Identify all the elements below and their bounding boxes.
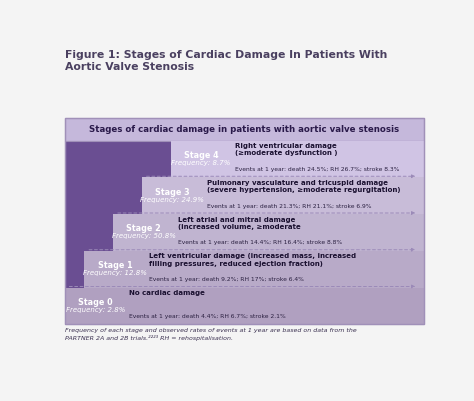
Text: Events at 1 year: death 14.4%; RH 16.4%; stroke 8.8%: Events at 1 year: death 14.4%; RH 16.4%;… <box>178 241 342 245</box>
Bar <box>84 251 424 288</box>
Text: Stage 1: Stage 1 <box>98 261 132 270</box>
Text: Frequency: 24.9%: Frequency: 24.9% <box>140 196 204 203</box>
Text: Stages of cardiac damage in patients with aortic valve stenosis: Stages of cardiac damage in patients wit… <box>89 125 399 134</box>
Text: Frequency: 12.8%: Frequency: 12.8% <box>83 270 147 276</box>
Text: Frequency: 8.7%: Frequency: 8.7% <box>172 160 231 166</box>
Text: Stage 3: Stage 3 <box>155 188 190 197</box>
Bar <box>65 141 424 324</box>
Bar <box>142 178 424 214</box>
Text: Left atrial and mitral damage
(increased volume, ≥moderate: Left atrial and mitral damage (increased… <box>178 217 301 230</box>
Text: Left ventricular damage (increased mass, increased
filling pressures, reduced ej: Left ventricular damage (increased mass,… <box>149 253 356 267</box>
Text: Figure 1: Stages of Cardiac Damage In Patients With
Aortic Valve Stenosis: Figure 1: Stages of Cardiac Damage In Pa… <box>65 50 387 73</box>
Bar <box>113 214 424 251</box>
Text: Stage 0: Stage 0 <box>78 298 113 307</box>
Bar <box>65 117 424 324</box>
Text: Events at 1 year: death 24.5%; RH 26.7%; stroke 8.3%: Events at 1 year: death 24.5%; RH 26.7%;… <box>235 167 400 172</box>
Bar <box>171 141 424 178</box>
Text: Events at 1 year: death 4.4%; RH 6.7%; stroke 2.1%: Events at 1 year: death 4.4%; RH 6.7%; s… <box>129 314 286 319</box>
Bar <box>65 288 424 324</box>
Text: Frequency of each stage and observed rates of events at 1 year are based on data: Frequency of each stage and observed rat… <box>65 328 356 340</box>
Text: Right ventricular damage
(≥moderate dysfunction ): Right ventricular damage (≥moderate dysf… <box>235 143 338 156</box>
Text: No cardiac damage: No cardiac damage <box>129 290 205 296</box>
Text: Frequency: 2.8%: Frequency: 2.8% <box>65 307 125 313</box>
Text: Stage 4: Stage 4 <box>184 151 219 160</box>
Text: Pulmonary vasculature and tricuspid damage
(severe hypertension, ≥moderate regur: Pulmonary vasculature and tricuspid dama… <box>207 180 400 193</box>
Text: Stage 2: Stage 2 <box>127 225 161 233</box>
Bar <box>65 117 424 141</box>
Text: Events at 1 year: death 9.2%; RH 17%; stroke 6.4%: Events at 1 year: death 9.2%; RH 17%; st… <box>149 277 304 282</box>
Text: Events at 1 year: death 21.3%; RH 21.1%; stroke 6.9%: Events at 1 year: death 21.3%; RH 21.1%;… <box>207 204 371 209</box>
Text: Frequency: 50.8%: Frequency: 50.8% <box>112 233 176 239</box>
